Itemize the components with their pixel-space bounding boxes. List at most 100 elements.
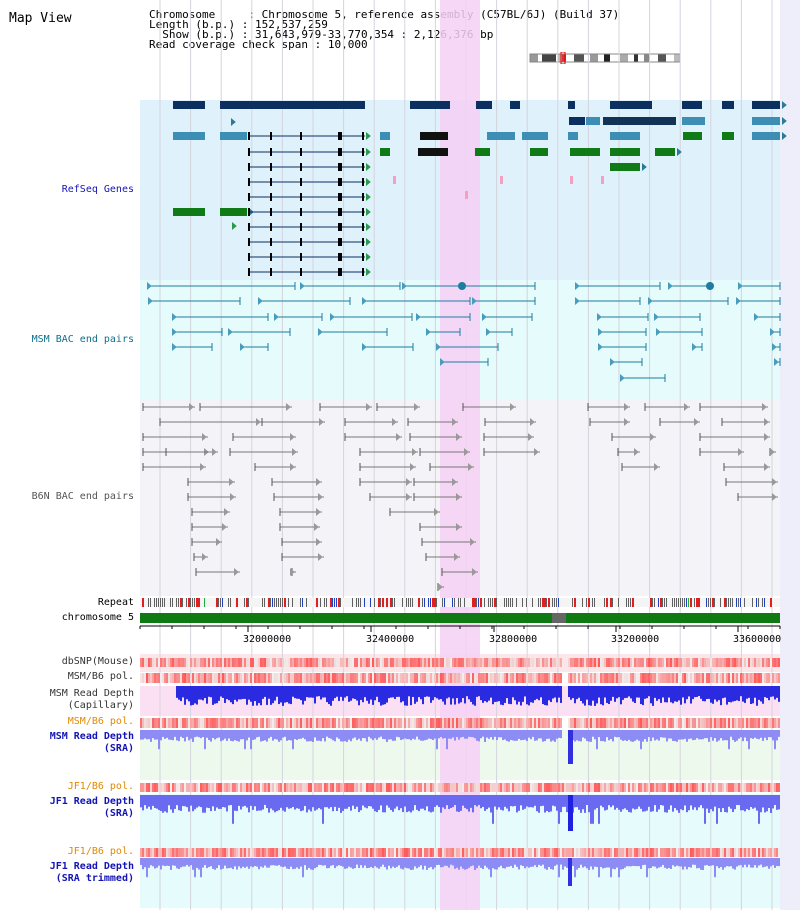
msm-cap-depth-bar — [408, 686, 410, 697]
jf1-sra-depth-bar — [606, 795, 608, 810]
jf1-pol-cell — [608, 848, 610, 857]
bac-end-marker — [319, 418, 324, 426]
msm-pol-cell — [298, 673, 300, 683]
jf1-trim-depth-bar — [508, 858, 510, 867]
jf1-trim-depth-bar — [150, 858, 152, 866]
msm-sra-depth-bar — [390, 730, 392, 740]
jf1-pol-cell — [650, 848, 652, 857]
msm-sra-depth-bar — [460, 730, 462, 738]
jf1-pol-cell — [288, 848, 290, 857]
msm-pol-cell — [762, 673, 764, 683]
msm-sra-depth-bar — [246, 730, 248, 741]
dbsnp-cell — [474, 658, 476, 667]
jf1-trim-depth-bar — [534, 858, 536, 866]
jf1-sra-depth-bar — [272, 795, 274, 811]
jf1-pol-cell — [368, 848, 370, 857]
msm-sra-depth-bar — [320, 730, 322, 742]
jf1-pol-cell — [140, 783, 142, 792]
jf1-trim-depth-bar — [610, 858, 612, 878]
msm-pol-cell — [484, 718, 486, 728]
gene-exon — [475, 148, 490, 156]
jf1-pol-cell — [534, 848, 536, 857]
gene-exon — [682, 117, 705, 125]
jf1-sra-depth-bar — [294, 795, 296, 810]
dbsnp-cell — [406, 658, 408, 667]
msm-pol-cell — [452, 718, 454, 728]
jf1-sra-depth-bar — [732, 795, 734, 812]
msm-cap-depth-bar — [648, 686, 650, 697]
jf1-pol-cell — [564, 848, 566, 857]
jf1-pol-cell — [288, 783, 290, 792]
jf1-pol-cell — [188, 848, 190, 857]
msm-cap-depth-bar — [216, 686, 218, 704]
chromosome-ideogram-icon[interactable] — [528, 52, 688, 64]
jf1-pol-cell — [238, 783, 240, 792]
axis-tick-label: 32400000 — [366, 634, 415, 645]
msm-pol-cell — [184, 673, 186, 683]
msm-pol-cell — [376, 673, 378, 683]
msm-sra-depth-bar — [332, 730, 334, 741]
gene-exon — [380, 132, 390, 140]
jf1-trim-depth-bar — [774, 858, 776, 868]
jf1-trim-depth-bar — [740, 858, 742, 866]
bac-end-marker — [770, 328, 775, 336]
msm-sra-depth-bar — [510, 730, 512, 740]
msm-pol-cell — [386, 673, 388, 683]
msm-pol-cell — [590, 718, 592, 728]
msm-cap-depth-bar — [494, 686, 496, 702]
dbsnp-cell — [444, 658, 446, 667]
msm-pol-cell — [670, 673, 672, 683]
dbsnp-cell — [662, 658, 664, 667]
jf1-trim-depth-bar — [710, 858, 712, 866]
msm-cap-depth-bar — [258, 686, 260, 704]
dbsnp-cell — [684, 658, 686, 667]
jf1-pol-cell — [720, 783, 722, 792]
jf1-sra-depth-bar — [528, 795, 530, 808]
msm-cap-depth-bar — [512, 686, 514, 698]
msm-cap-depth-bar — [588, 686, 590, 706]
dbsnp-cell — [496, 658, 498, 667]
jf1-sra-depth-bar — [716, 795, 718, 824]
msm-sra-depth-bar — [546, 730, 548, 739]
bac-end-marker — [738, 282, 743, 290]
msm-cap-depth-bar — [196, 686, 198, 705]
jf1-trim-depth-bar — [142, 858, 144, 870]
repeat-element — [542, 598, 544, 607]
jf1-pol-cell — [606, 848, 608, 857]
msm-pol-cell — [574, 673, 576, 683]
msm-cap-depth-bar — [376, 686, 378, 697]
bac-end-marker — [396, 433, 401, 441]
jf1-sra-depth-bar — [362, 795, 364, 806]
msm-sra-depth-bar — [462, 730, 464, 737]
gene-exon — [610, 101, 652, 109]
jf1-trim-depth-bar — [626, 858, 628, 867]
msm-sra-depth-bar — [666, 730, 668, 742]
jf1-trim-depth-bar — [256, 858, 258, 867]
gene-exon — [476, 101, 492, 109]
msm-cap-depth-bar — [474, 686, 476, 706]
jf1-sra-depth-bar — [764, 795, 766, 813]
jf1-trim-depth-bar — [744, 858, 746, 865]
repeat-element — [182, 598, 183, 607]
dbsnp-cell — [404, 658, 406, 667]
jf1-trim-depth-bar — [746, 858, 748, 868]
jf1-pol-cell — [402, 848, 404, 857]
jf1-pol-cell — [590, 848, 592, 857]
jf1-pol-cell — [706, 848, 708, 857]
ideogram-position-marker[interactable] — [560, 52, 566, 64]
dbsnp-cell — [312, 658, 314, 667]
repeat-element — [476, 598, 477, 607]
jf1-pol-cell — [696, 848, 698, 857]
msm-sra-depth-bar — [720, 730, 722, 739]
jf1-sra-depth-bar — [398, 795, 400, 811]
dbsnp-cell — [278, 658, 280, 667]
jf1-sra-depth-bar — [608, 795, 610, 806]
jf1-pol-cell — [538, 848, 540, 857]
bac-end-marker — [620, 374, 625, 382]
msm-sra-depth-bar — [322, 730, 324, 739]
jf1-trim-depth-bar — [590, 858, 592, 867]
jf1-pol-cell — [372, 783, 374, 792]
jf1-trim-depth-bar — [412, 858, 414, 870]
track-label-chromosome: chromosome 5 — [61, 612, 134, 623]
